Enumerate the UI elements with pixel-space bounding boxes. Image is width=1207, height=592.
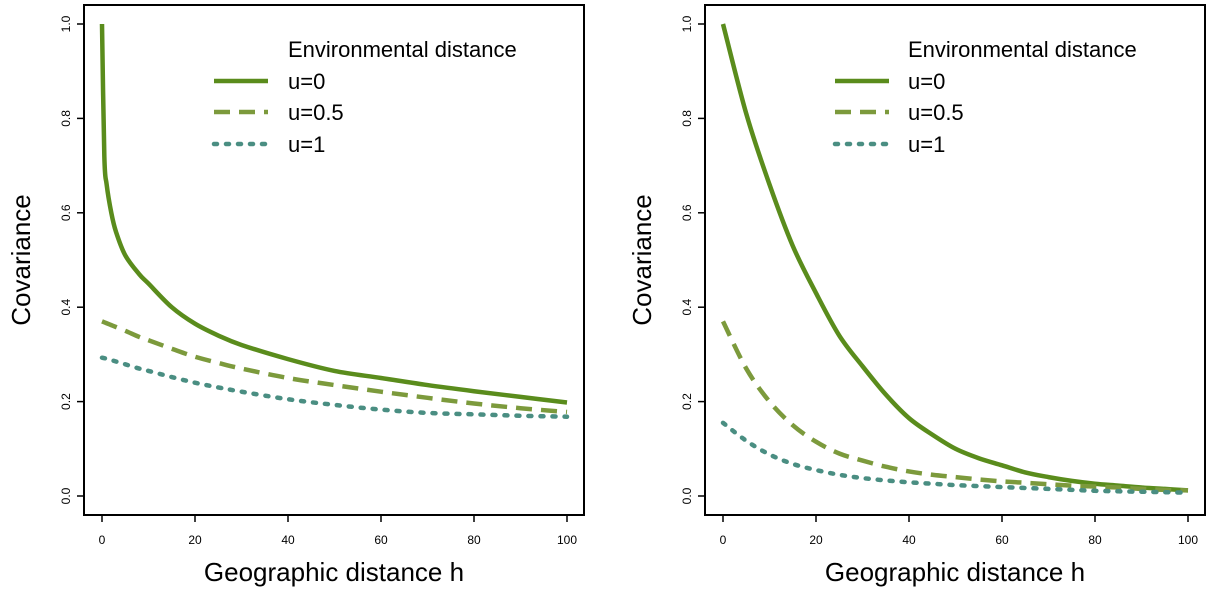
y-tick-label: 0.6 xyxy=(59,204,73,221)
legend-label-u1: u=1 xyxy=(908,132,945,157)
x-tick-label: 20 xyxy=(809,533,823,547)
x-tick-label: 20 xyxy=(188,533,202,547)
chart-panel-left: 0 20 40 60 80 100 0.0 0.2 0.4 0.6 0.8 1.0 Geograph… xyxy=(6,4,585,587)
legend: Environmental distance u=0 u=0.5 u=1 xyxy=(832,37,1137,157)
legend-label-u05: u=0.5 xyxy=(908,100,964,125)
x-tick-label: 80 xyxy=(1088,533,1102,547)
x-axis: 0 20 40 60 80 100 xyxy=(720,515,1198,547)
x-tick-label: 0 xyxy=(720,533,727,547)
y-tick-label: 1.0 xyxy=(59,15,73,32)
y-tick-label: 0.0 xyxy=(680,487,694,504)
line-u05 xyxy=(101,319,568,415)
plot-frame xyxy=(83,4,585,516)
y-tick-label: 0.8 xyxy=(680,110,694,127)
x-tick-label: 100 xyxy=(1178,533,1198,547)
line-u0 xyxy=(99,23,568,405)
legend-label-u05: u=0.5 xyxy=(288,100,344,125)
legend-label-u0: u=0 xyxy=(288,69,325,94)
x-tick-label: 60 xyxy=(374,533,388,547)
line-u05 xyxy=(720,320,1189,493)
series-lines xyxy=(99,23,570,419)
y-tick-label: 0.4 xyxy=(680,299,694,316)
x-tick-label: 40 xyxy=(281,533,295,547)
x-tick-label: 80 xyxy=(467,533,481,547)
y-tick-label: 0.2 xyxy=(59,393,73,410)
y-axis: 0.0 0.2 0.4 0.6 0.8 1.0 xyxy=(59,15,84,504)
x-axis-title: Geographic distance h xyxy=(204,557,464,587)
y-axis-title: Covariance xyxy=(6,194,36,326)
x-axis: 0 20 40 60 80 100 xyxy=(99,515,577,547)
legend: Environmental distance u=0 u=0.5 u=1 xyxy=(211,37,517,157)
line-u1 xyxy=(720,420,1191,495)
x-tick-label: 100 xyxy=(557,533,577,547)
x-tick-label: 0 xyxy=(99,533,106,547)
legend-label-u0: u=0 xyxy=(908,69,945,94)
legend-title: Environmental distance xyxy=(288,37,517,62)
line-u0 xyxy=(720,23,1189,493)
y-tick-label: 0.4 xyxy=(59,299,73,316)
y-tick-label: 1.0 xyxy=(680,15,694,32)
x-axis-title: Geographic distance h xyxy=(825,557,1085,587)
x-tick-label: 40 xyxy=(902,533,916,547)
y-tick-label: 0.8 xyxy=(59,110,73,127)
y-tick-label: 0.2 xyxy=(680,393,694,410)
y-axis-title: Covariance xyxy=(627,194,657,326)
legend-title: Environmental distance xyxy=(908,37,1137,62)
series-lines xyxy=(720,23,1191,495)
chart-panel-right: 0 20 40 60 80 100 0.0 0.2 0.4 0.6 0.8 1.0 Geograph… xyxy=(627,4,1206,587)
line-u1 xyxy=(99,355,570,419)
x-tick-label: 60 xyxy=(995,533,1009,547)
y-tick-label: 0.0 xyxy=(59,487,73,504)
y-tick-label: 0.6 xyxy=(680,204,694,221)
y-axis: 0.0 0.2 0.4 0.6 0.8 1.0 xyxy=(680,15,705,504)
plot-frame xyxy=(704,4,1206,516)
legend-label-u1: u=1 xyxy=(288,132,325,157)
